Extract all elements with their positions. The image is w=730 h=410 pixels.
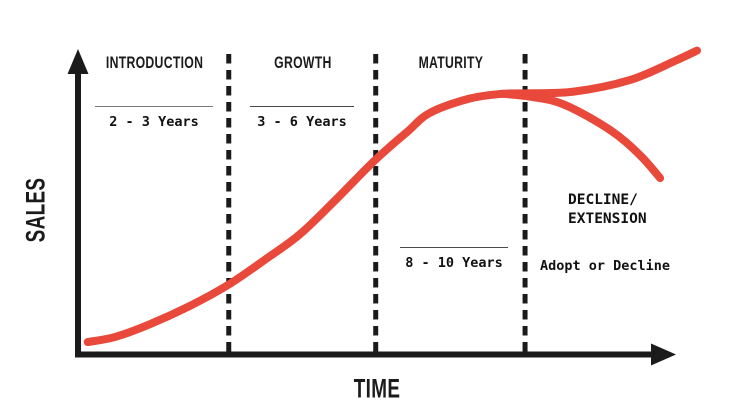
duration-introduction: 2 - 3 Years xyxy=(95,106,213,130)
x-axis-label: TIME xyxy=(353,373,401,404)
stage-label-decline-extension: DECLINE/ EXTENSION xyxy=(568,192,647,227)
sales-lifecycle-curve xyxy=(83,89,528,347)
duration-growth: 3 - 6 Years xyxy=(250,106,354,130)
extension-branch-curve xyxy=(519,46,701,98)
decline-branch-curve xyxy=(498,89,665,183)
y-axis-label: SALES xyxy=(20,177,51,243)
adopt-or-decline-note: Adopt or Decline xyxy=(540,258,671,274)
y-axis-arrowhead-icon xyxy=(67,49,89,74)
x-axis-arrowhead-icon xyxy=(651,343,676,366)
stage-label-maturity: MATURITY xyxy=(418,53,483,72)
stage-label-introduction: INTRODUCTION xyxy=(105,53,204,72)
duration-maturity: 8 - 10 Years xyxy=(400,247,508,271)
stage-label-growth: GROWTH xyxy=(273,53,332,72)
